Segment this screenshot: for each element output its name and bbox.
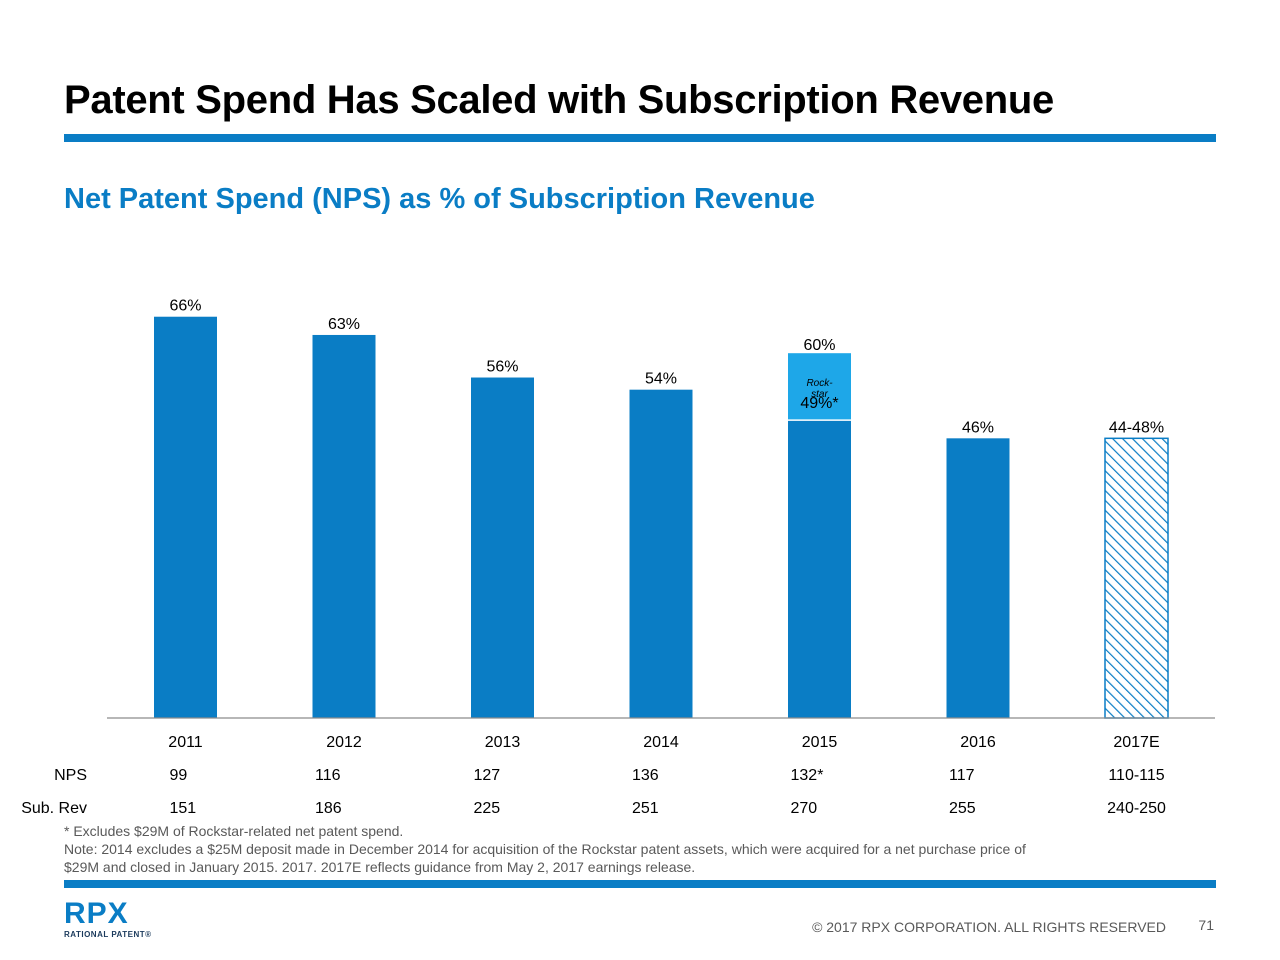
bar-2016 (946, 438, 1010, 718)
bar-2017e (1104, 437, 1169, 719)
footnote-note-line2: $29M and closed in January 2015. 2017. 2… (64, 859, 696, 875)
rockstar-segment-label: star (811, 389, 828, 400)
table-cell-sub-rev-2016: 255 (949, 800, 976, 817)
x-tick-label-2013: 2013 (485, 734, 521, 751)
bar-2013 (471, 377, 534, 718)
chart-subtitle: Net Patent Spend (NPS) as % of Subscript… (64, 183, 815, 215)
bar-2015-rockstar-segment (788, 353, 851, 421)
table-cell-sub-rev-2017e: 240-250 (1107, 800, 1166, 817)
x-tick-label-2011: 2011 (168, 734, 203, 751)
table-cell-sub-rev-2014: 251 (632, 800, 659, 817)
data-label-2014: 54% (645, 371, 677, 388)
bar-chart: 66% 2011 63% 2012 56% 2013 54% 2014 Rock-star 60%… (21, 298, 1215, 817)
table-cell-nps-2016: 117 (949, 767, 975, 784)
table-cell-nps-2015: 132* (791, 767, 824, 784)
table-row-label-sub-rev: Sub. Rev (21, 800, 87, 817)
table-cell-sub-rev-2011: 151 (170, 800, 197, 817)
data-label-2013: 56% (486, 359, 518, 376)
table-cell-nps-2014: 136 (632, 767, 659, 784)
logo-tagline: RATIONAL PATENT® (64, 930, 152, 939)
table-cell-nps-2011: 99 (170, 767, 188, 784)
table-cell-nps-2012: 116 (315, 767, 341, 784)
footnote-asterisk: * Excludes $29M of Rockstar-related net … (64, 823, 404, 839)
table-cell-sub-rev-2013: 225 (474, 800, 501, 817)
bar-2011 (154, 316, 217, 718)
x-tick-label-2014: 2014 (643, 734, 679, 751)
rpx-logo: RPX RATIONAL PATENT® (64, 897, 152, 940)
bar-2012 (312, 334, 376, 718)
data-label-2017e: 44-48% (1109, 419, 1164, 436)
logo-mark: RPX (64, 897, 129, 930)
rockstar-segment-label: Rock- (806, 378, 833, 389)
x-tick-label-2012: 2012 (326, 734, 362, 751)
data-label-2011: 66% (169, 298, 201, 315)
x-tick-label-2017e: 2017E (1113, 734, 1159, 751)
table-cell-nps-2013: 127 (474, 767, 501, 784)
footnotes: * Excludes $29M of Rockstar-related net … (64, 822, 1184, 876)
bar-2015 (788, 420, 851, 718)
data-label-2012: 63% (328, 316, 360, 333)
copyright-notice: © 2017 RPX CORPORATION. ALL RIGHTS RESER… (812, 919, 1166, 935)
table-row-label-nps: NPS (54, 767, 87, 784)
table-cell-nps-2017e: 110-115 (1108, 767, 1164, 784)
title-divider (64, 134, 1216, 142)
data-label-2015-total: 60% (803, 337, 835, 354)
page-title: Patent Spend Has Scaled with Subscriptio… (64, 78, 1054, 122)
footnote-note-line1: Note: 2014 excludes a $25M deposit made … (64, 841, 1026, 857)
table-cell-sub-rev-2012: 186 (315, 800, 342, 817)
page-number: 71 (1198, 917, 1214, 933)
table-cell-sub-rev-2015: 270 (791, 800, 818, 817)
data-label-2016: 46% (962, 419, 994, 436)
footer-divider (64, 880, 1216, 888)
data-label-2015: 49%* (800, 395, 838, 412)
bar-2014 (629, 389, 693, 718)
x-tick-label-2016: 2016 (960, 734, 996, 751)
x-tick-label-2015: 2015 (802, 734, 838, 751)
